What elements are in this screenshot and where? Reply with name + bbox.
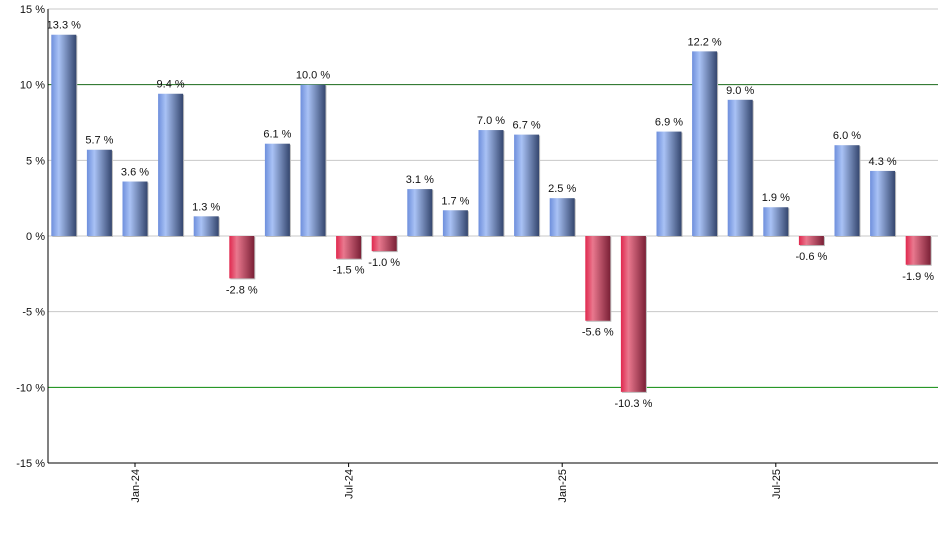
x-tick-label: Jul-25 (771, 469, 783, 499)
y-tick-label: -5 % (22, 307, 45, 319)
bar-Apr-25 (656, 131, 682, 236)
bar-Mar-24 (193, 216, 219, 236)
bar-May-24 (264, 143, 290, 236)
bar-Dec-24 (514, 134, 540, 236)
data-label: 12.2 % (687, 36, 721, 48)
bar-May-25 (692, 51, 718, 236)
data-label: 7.0 % (477, 115, 505, 127)
bar-Mar-25 (620, 236, 646, 392)
y-tick-label: 15 % (20, 4, 45, 16)
data-label: 1.9 % (762, 192, 790, 204)
data-label: -1.0 % (368, 257, 400, 269)
data-label: 1.7 % (441, 195, 469, 207)
y-tick-label: -10 % (16, 382, 45, 394)
bar-Jan-25 (549, 198, 575, 236)
data-label: -2.8 % (226, 284, 258, 296)
data-label: 4.3 % (869, 156, 897, 168)
bar-Jun-25 (727, 99, 753, 236)
data-label: 3.6 % (121, 167, 149, 179)
y-tick-label: -15 % (16, 458, 45, 470)
bar-Nov-23 (51, 34, 77, 236)
data-label: 9.0 % (726, 85, 754, 97)
bar-Nov-25 (905, 236, 931, 265)
bar-Dec-23 (86, 149, 112, 236)
data-label: 13.3 % (47, 20, 81, 32)
bar-Feb-25 (585, 236, 611, 321)
bar-Jun-24 (300, 84, 326, 237)
data-label: 9.4 % (157, 79, 185, 91)
data-label: -0.6 % (796, 251, 828, 263)
y-tick-label: 5 % (26, 155, 45, 167)
data-label: 2.5 % (548, 183, 576, 195)
bar-Nov-24 (478, 130, 504, 236)
bar-Feb-24 (158, 93, 184, 236)
x-tick-label: Jan-25 (557, 469, 569, 503)
bar-Jul-25 (763, 207, 789, 236)
bar-Apr-24 (229, 236, 255, 279)
bar-Oct-24 (442, 210, 468, 236)
y-tick-label: 10 % (20, 80, 45, 92)
data-label: 6.0 % (833, 130, 861, 142)
data-label: 6.1 % (263, 129, 291, 141)
data-label: 6.7 % (513, 120, 541, 132)
data-label: -10.3 % (614, 398, 652, 410)
bar-Sep-25 (834, 145, 860, 236)
bar-Jan-24 (122, 181, 148, 236)
data-label: 3.1 % (406, 174, 434, 186)
x-tick-label: Jul-24 (344, 469, 356, 499)
data-label: -1.5 % (333, 265, 365, 277)
bar-Aug-24 (371, 236, 397, 252)
data-label: -5.6 % (582, 327, 614, 339)
data-label: -1.9 % (902, 271, 934, 283)
bar-Sep-24 (407, 189, 433, 236)
data-label: 1.3 % (192, 201, 220, 213)
bar-Aug-25 (798, 236, 824, 246)
y-tick-label: 0 % (26, 231, 45, 243)
bar-Jul-24 (336, 236, 362, 259)
data-label: 10.0 % (296, 70, 330, 82)
data-label: 5.7 % (85, 135, 113, 147)
x-tick-label: Jan-24 (130, 469, 142, 503)
bar-Oct-25 (870, 170, 896, 236)
data-label: 6.9 % (655, 117, 683, 129)
